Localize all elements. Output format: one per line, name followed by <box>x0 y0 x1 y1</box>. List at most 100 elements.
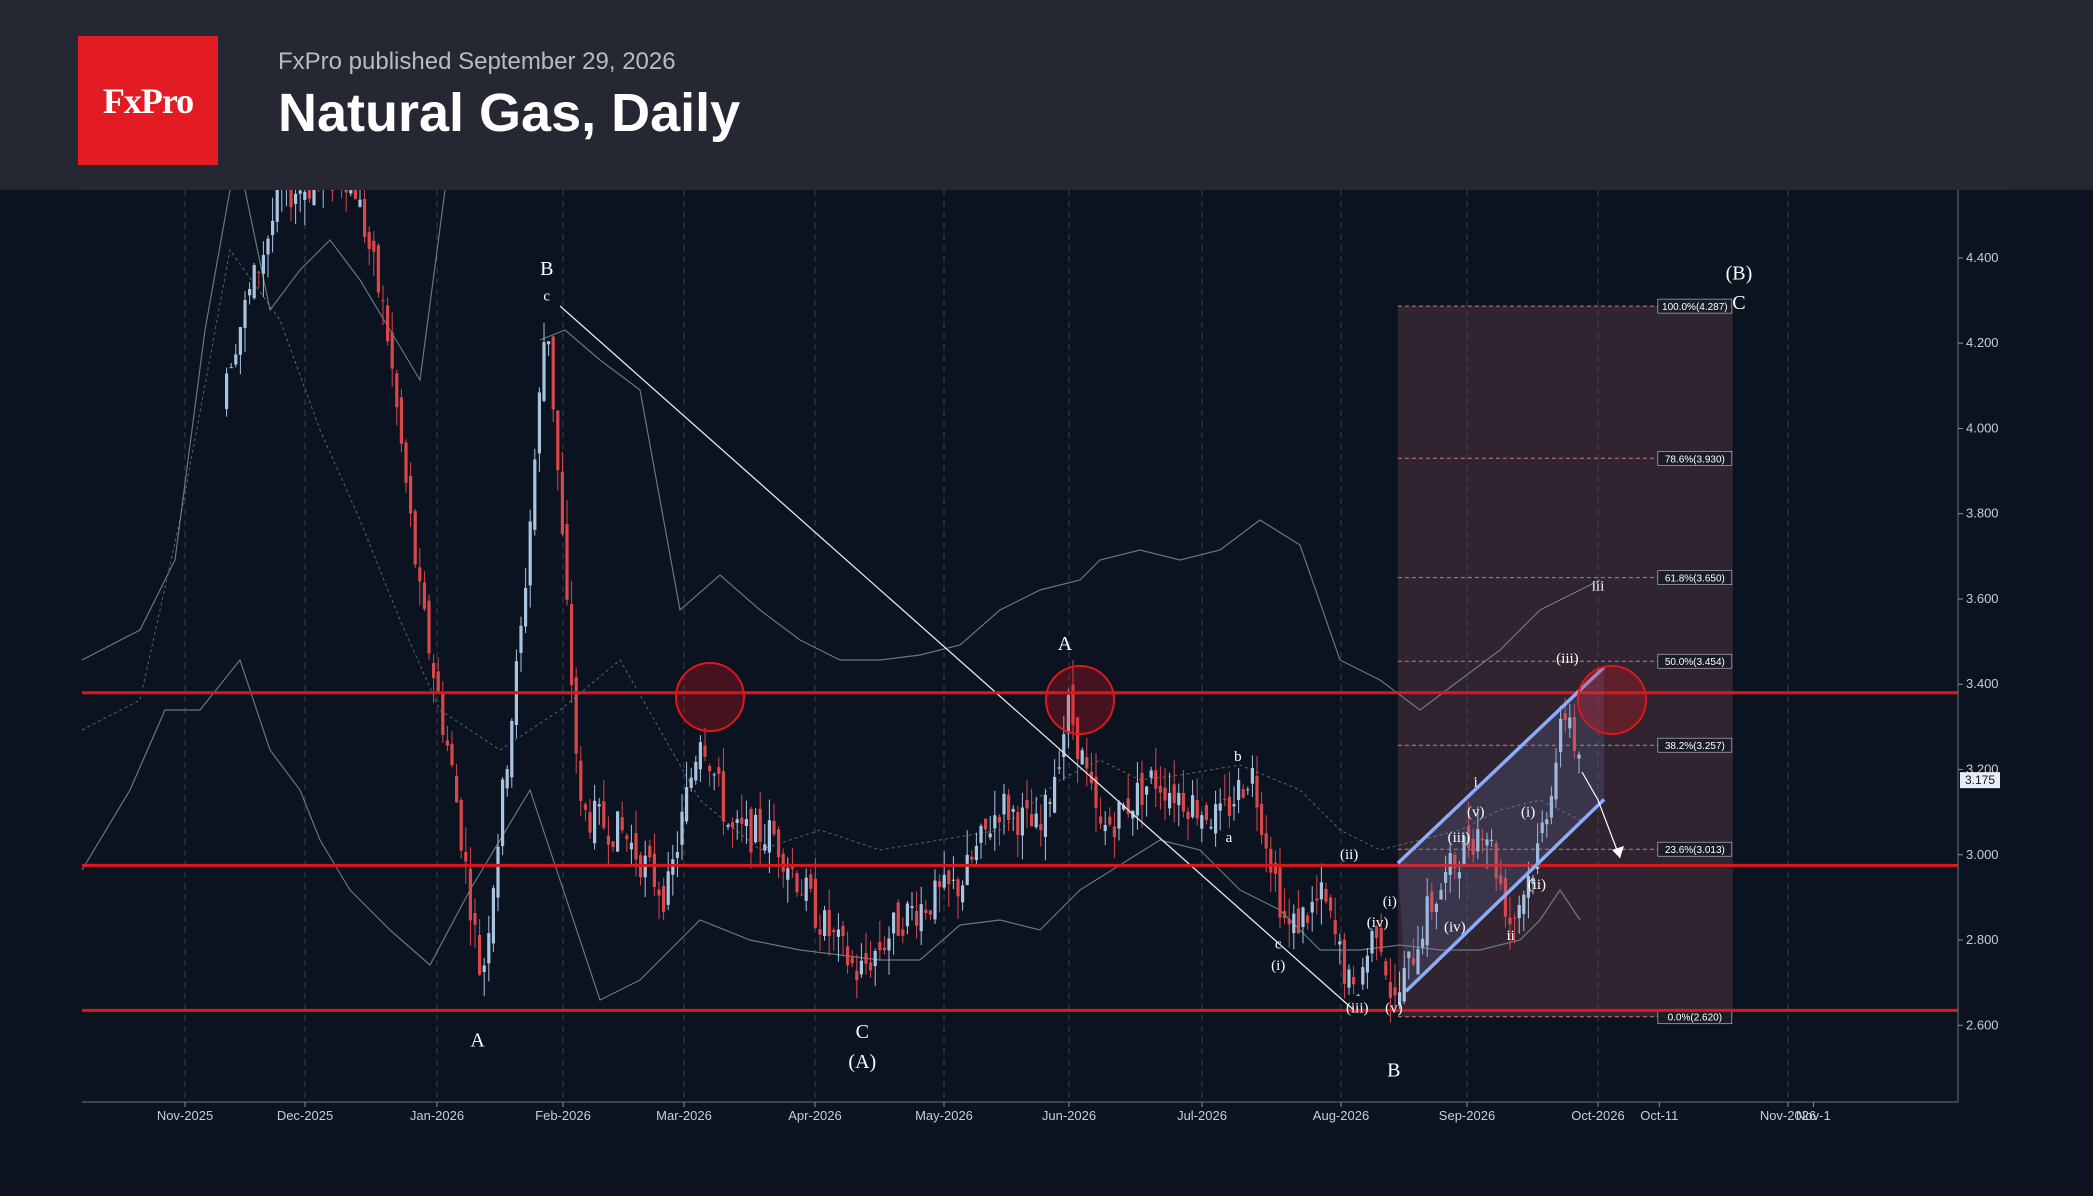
candle-body <box>1002 793 1006 815</box>
candle-body <box>376 245 380 293</box>
candle <box>1287 899 1291 948</box>
candle <box>997 814 1001 846</box>
candle <box>1181 770 1185 818</box>
candle <box>1342 932 1346 999</box>
candle <box>1568 704 1572 738</box>
candle <box>901 917 905 944</box>
candle <box>533 448 537 536</box>
candle-body <box>602 801 606 828</box>
candle-body <box>763 844 767 851</box>
candle <box>1099 797 1103 830</box>
candle <box>1122 802 1126 812</box>
wave-label: (iv) <box>1444 919 1466 935</box>
wave-label: (v) <box>1385 1000 1403 1016</box>
candle-body <box>970 856 974 860</box>
candle-body <box>1536 843 1540 870</box>
candle-body <box>1563 713 1567 721</box>
candle <box>1398 971 1402 1011</box>
candle <box>1554 748 1558 808</box>
candle-body <box>951 879 955 881</box>
candle-body <box>1200 815 1204 829</box>
channel-lower-line <box>1404 798 1606 993</box>
candle <box>432 654 436 703</box>
candle <box>744 800 748 845</box>
candle-body <box>1209 826 1213 829</box>
candle-body <box>938 881 942 888</box>
candle <box>1154 747 1158 808</box>
candle <box>519 616 523 672</box>
candle <box>1039 804 1043 847</box>
price-chart[interactable]: 100.0%(4.287) 78.6%(3.930) 61.8%(3.650) 50.… <box>0 190 2093 1196</box>
candle-body <box>1255 775 1259 808</box>
candle-body <box>409 475 413 514</box>
candle-body <box>1099 816 1103 824</box>
candle-body <box>1264 833 1268 849</box>
candle-body <box>1319 882 1323 900</box>
candle <box>234 344 238 368</box>
candle <box>1108 807 1112 827</box>
time-tick-label: Apr-2026 <box>788 1108 841 1123</box>
fibonacci-label: 50.0%(3.454) <box>1657 653 1733 669</box>
candle <box>1508 896 1512 950</box>
candle <box>1522 890 1526 931</box>
candle <box>970 850 974 864</box>
candle-body <box>1172 784 1176 804</box>
candle-body <box>864 953 868 964</box>
candle <box>1076 716 1080 783</box>
candle <box>772 803 776 837</box>
candle <box>869 940 873 978</box>
candle <box>777 825 781 879</box>
candle-body <box>547 341 551 345</box>
candle-body <box>1218 803 1222 811</box>
candle <box>399 388 403 453</box>
bollinger-mid-line <box>81 248 1581 851</box>
candle-body <box>386 305 390 342</box>
candle-body <box>1122 805 1126 810</box>
candle <box>1237 767 1241 814</box>
candle-body <box>593 800 597 844</box>
candle-body <box>1425 896 1429 946</box>
wave-label: (i) <box>1383 894 1397 910</box>
candle <box>942 851 946 891</box>
candle-body <box>1177 792 1181 806</box>
candle-body <box>685 787 689 822</box>
candle-body <box>634 833 638 860</box>
candle <box>289 190 293 222</box>
candle <box>248 282 252 305</box>
candle-body <box>487 933 491 964</box>
candle-body <box>1103 824 1107 832</box>
fibonacci-label-box <box>1657 451 1733 466</box>
fibonacci-label-text: 0.0%(2.620) <box>1668 1013 1722 1024</box>
candle-body <box>892 912 896 934</box>
candle <box>579 746 583 817</box>
time-tick-label: Sep-2026 <box>1439 1108 1495 1123</box>
wave-label: C <box>856 1021 869 1043</box>
candle <box>427 594 431 660</box>
candle <box>501 777 505 856</box>
candle <box>951 856 955 890</box>
candle <box>1559 705 1563 768</box>
candle <box>758 791 762 866</box>
candle-body <box>1227 796 1231 816</box>
candle-body <box>1577 754 1581 759</box>
price-tick-label: 3.800 <box>1966 506 1999 521</box>
candle-body <box>905 903 909 927</box>
candle-body <box>1062 734 1066 758</box>
candle-body <box>1342 939 1346 984</box>
candle-body <box>887 938 891 951</box>
candle-body <box>947 870 951 885</box>
candle <box>1020 792 1024 860</box>
candle-body <box>804 877 808 901</box>
candle <box>740 794 744 843</box>
candle-body <box>1126 798 1130 814</box>
candle <box>376 243 380 298</box>
candle-body <box>1025 800 1029 809</box>
candle <box>749 806 753 869</box>
candle-body <box>1499 874 1503 885</box>
candle <box>648 839 652 862</box>
candle <box>841 921 845 956</box>
candle-body <box>1071 684 1075 725</box>
candle-body <box>298 190 302 194</box>
candle <box>698 735 702 782</box>
candle-body <box>1513 917 1517 919</box>
